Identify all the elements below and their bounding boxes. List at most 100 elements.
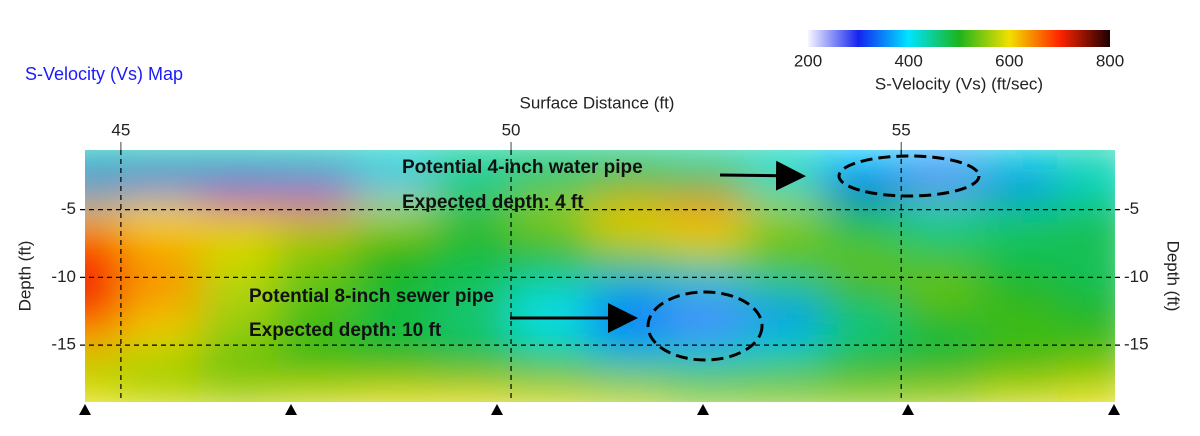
highlight-ellipse: [837, 154, 981, 198]
velocity-cell: [589, 385, 668, 402]
geophone: [902, 404, 914, 415]
velocity-cell: [433, 250, 512, 278]
velocity-cell: [276, 277, 356, 305]
y-tick-label: -10: [51, 267, 76, 286]
velocity-cell: [823, 223, 902, 251]
velocity-cell: [198, 358, 278, 387]
velocity-cell: [745, 385, 824, 402]
velocity-cell: [1057, 358, 1115, 387]
velocity-cell: [433, 223, 512, 251]
velocity-cell: [667, 250, 746, 278]
colorbar: [808, 30, 1110, 47]
plot-area: [85, 150, 1115, 402]
velocity-cell: [276, 304, 356, 333]
velocity-cell: [354, 277, 434, 305]
y-tick-label: -5: [61, 199, 76, 218]
annotations: Potential 4-inch water pipe Expected dep…: [249, 154, 981, 362]
velocity-cell: [901, 250, 980, 278]
velocity-cell: [433, 304, 512, 333]
velocity-cell: [979, 304, 1058, 333]
velocity-cell: [85, 385, 122, 402]
velocity-cell: [589, 331, 668, 360]
velocity-cell: [667, 304, 746, 333]
x-tick-label: 45: [111, 120, 130, 139]
velocity-cell: [198, 168, 278, 197]
velocity-cell: [354, 168, 434, 197]
velocity-cell: [433, 358, 512, 387]
velocity-cell: [667, 150, 746, 170]
y-tick-label-right: -10: [1124, 267, 1149, 286]
velocity-cell: [354, 223, 434, 251]
velocity-cell: [85, 150, 122, 170]
velocity-cell: [198, 304, 278, 333]
annotation: Potential 8-inch sewer pipe: [249, 286, 494, 307]
annotation: Potential 4-inch water pipe: [402, 157, 643, 178]
velocity-cell: [276, 168, 356, 197]
velocity-cell: [120, 150, 200, 170]
velocity-cell: [120, 168, 200, 197]
velocity-cell: [354, 304, 434, 333]
velocity-cell: [667, 223, 746, 251]
velocity-cell: [120, 385, 200, 402]
velocity-cell: [979, 385, 1058, 402]
velocity-cell: [901, 304, 980, 333]
velocity-cell: [1057, 331, 1115, 360]
velocity-cell: [511, 168, 590, 197]
colorbar-tick-label: 800: [1096, 51, 1124, 70]
velocity-cell: [433, 150, 512, 170]
velocity-cell: [1057, 385, 1115, 402]
velocity-cell: [276, 250, 356, 278]
velocity-cell: [745, 150, 824, 170]
y-axis-label: Depth (ft): [15, 241, 34, 312]
velocity-cell: [823, 250, 902, 278]
velocity-cell: [120, 277, 200, 305]
velocity-cell: [979, 150, 1058, 170]
velocity-cell: [276, 150, 356, 170]
velocity-cell: [1057, 223, 1115, 251]
colorbar-tick-label: 600: [995, 51, 1023, 70]
geophone: [491, 404, 503, 415]
highlight-ellipse: [646, 290, 764, 362]
geophone: [697, 404, 709, 415]
velocity-cell: [667, 358, 746, 387]
velocity-cell: [589, 196, 668, 224]
velocity-cell: [198, 223, 278, 251]
annotation: Expected depth: 4 ft: [402, 192, 584, 213]
velocity-cell: [745, 277, 824, 305]
colorbar-tick-label: 200: [794, 51, 822, 70]
geophone: [79, 404, 91, 415]
y-axis-label-right: Depth (ft): [1164, 241, 1183, 312]
velocity-cell: [589, 250, 668, 278]
velocity-cell: [667, 385, 746, 402]
y-tick-label-right: -5: [1124, 199, 1139, 218]
velocity-cell: [511, 385, 590, 402]
velocity-cell: [901, 385, 980, 402]
velocity-cell: [823, 277, 902, 305]
y-tick-label-right: -15: [1124, 335, 1149, 354]
velocity-cell: [511, 277, 590, 305]
colorbar-tick-label: 400: [894, 51, 922, 70]
velocity-cell: [1057, 168, 1115, 197]
velocity-cell: [120, 223, 200, 251]
chart-title: S-Velocity (Vs) Map: [25, 64, 183, 84]
velocity-cell: [85, 168, 122, 197]
velocity-cell: [823, 304, 902, 333]
geophone: [285, 404, 297, 415]
velocity-cell: [354, 385, 434, 402]
y-tick-label: -15: [51, 335, 76, 354]
geophone-markers: [79, 404, 1120, 415]
geophone: [1108, 404, 1120, 415]
velocity-cell: [823, 168, 902, 197]
velocity-cell: [979, 168, 1058, 197]
velocity-cell: [745, 223, 824, 251]
velocity-cell: [589, 168, 668, 197]
axes: 200 400 600 800 45 50 55 -5 -5 -10 -10 -15 -15: [51, 51, 1149, 402]
velocity-cell: [198, 277, 278, 305]
colorbar-label: S-Velocity (Vs) (ft/sec): [875, 74, 1043, 93]
velocity-cell: [276, 385, 356, 402]
velocity-cell: [901, 358, 980, 387]
velocity-cell: [120, 304, 200, 333]
velocity-cell: [745, 358, 824, 387]
velocity-cell: [198, 385, 278, 402]
velocity-cell: [979, 223, 1058, 251]
